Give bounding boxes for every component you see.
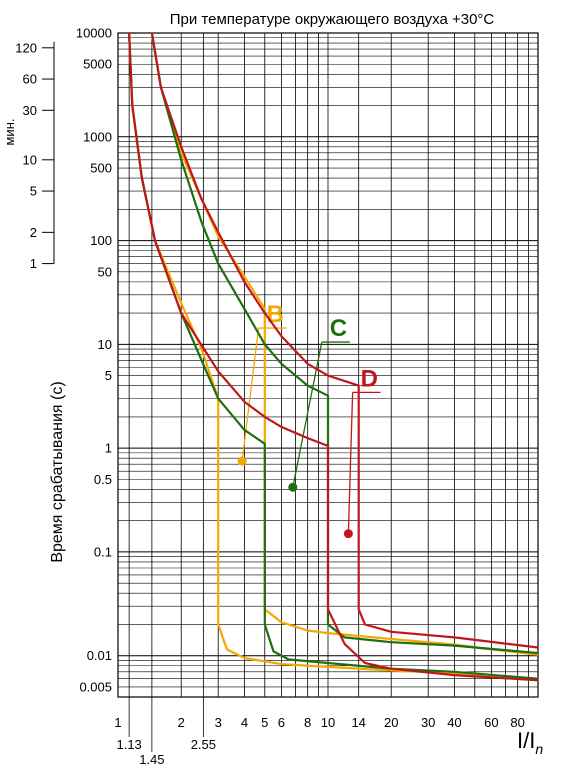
y-tick-label: 5 [105,368,112,383]
x-tick-label: 30 [421,715,435,730]
y-tick-label: 0.5 [94,472,112,487]
y-tick-label: 5000 [83,57,112,72]
x-tick-label: 60 [484,715,498,730]
x-tick-label: 1.13 [116,737,141,752]
x-tick-label: 6 [278,715,285,730]
y-tick-label: 0.005 [79,679,112,694]
marker-c [288,482,298,492]
minute-tick-label: 1 [30,256,37,271]
leader-line-c [292,341,323,488]
x-tick-labels: 1 1.131.45 2 2.55 3 4 5 6 8 10 14 20 30 40 60 80 [114,697,525,767]
minute-tick-label: 30 [23,103,37,118]
y-tick-label: 10000 [76,26,112,41]
x-tick-label: 4 [241,715,248,730]
series-label-d: D [361,365,378,392]
x-axis-label: I/In [517,728,543,757]
x-axis-label-subscript: n [535,741,543,757]
y-tick-label: 0.01 [87,648,112,663]
series-label-b: B [267,301,284,328]
minute-scale: 120 60 30 10 5 2 1 [15,40,55,271]
y-tick-label: 0.1 [94,544,112,559]
curve-d-lower [128,32,539,682]
minute-tick-label: 60 [23,72,37,87]
curve-d-upper [150,32,539,649]
x-tick-label: 80 [510,715,524,730]
x-tick-label: 3 [215,715,222,730]
minute-tick-label: 2 [30,225,37,240]
minutes-label: мин. [2,119,17,146]
series-label-c: C [330,315,347,342]
chart-title: При температуре окружающего воздуха +30°… [170,11,495,28]
x-tick-label: 40 [447,715,461,730]
leader-line-d [347,392,354,534]
x-tick-label: 10 [321,715,335,730]
x-tick-label: 14 [351,715,365,730]
x-tick-label: 2 [178,715,185,730]
y-tick-label: 500 [90,161,112,176]
x-tick-label: 1 [114,715,121,730]
curve-c-lower [128,32,539,680]
y-tick-labels: 10000 5000 1000 500 100 50 10 5 1 0.5 0.1 0.01 0.005 [76,26,112,695]
minute-tick-label: 10 [23,152,37,167]
minute-tick-label: 120 [15,40,37,55]
leader-line-b [241,327,260,462]
minute-tick-label: 5 [30,184,37,199]
y-tick-label: 1 [105,441,112,456]
y-tick-label: 50 [98,264,112,279]
x-tick-label: 1.45 [139,752,164,767]
curve-c-upper [150,32,539,655]
y-axis-label: Время срабатывания (с) [49,381,66,562]
y-tick-label: 10 [98,337,112,352]
marker-d [343,529,353,539]
series-d: D [128,32,539,682]
y-tick-label: 100 [90,233,112,248]
x-tick-label: 8 [304,715,311,730]
y-tick-label: 1000 [83,129,112,144]
x-tick-label: 5 [261,715,268,730]
series-c: C [128,32,539,680]
marker-b [237,456,247,466]
x-tick-label: 20 [384,715,398,730]
x-axis-label-main: I/I [517,728,535,753]
series-layer: B CD [128,32,539,682]
x-tick-label: 2.55 [191,737,216,752]
